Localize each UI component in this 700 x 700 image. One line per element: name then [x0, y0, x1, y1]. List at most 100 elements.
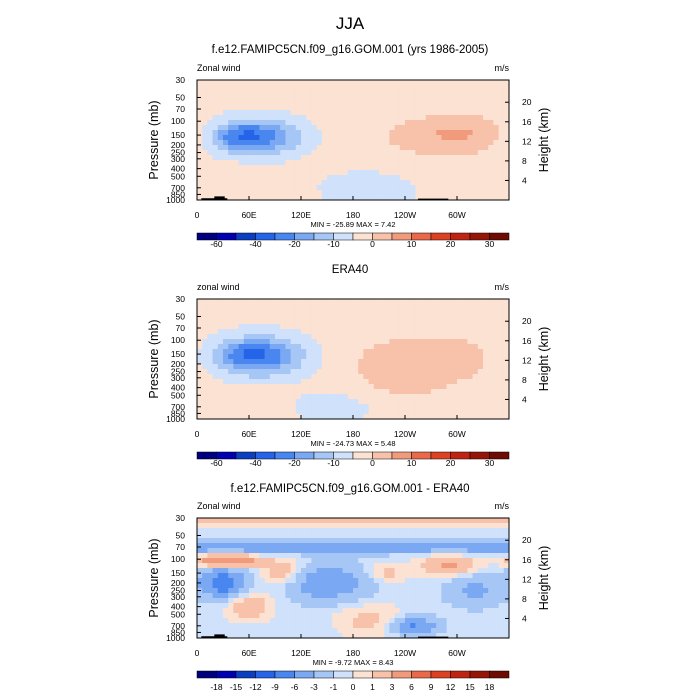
heatmap-cell: [425, 354, 432, 360]
heatmap-cell: [342, 553, 349, 559]
heatmap-cell: [259, 518, 265, 524]
heatmap-cell: [425, 404, 432, 410]
heatmap-cell: [410, 613, 416, 619]
heatmap-cell: [347, 389, 354, 395]
heatmap-cell: [347, 150, 354, 156]
heatmap-cell: [342, 160, 349, 166]
heatmap-cell: [446, 155, 453, 161]
heatmap-cell: [243, 409, 250, 415]
heatmap-cell: [259, 404, 265, 410]
heatmap-cell: [249, 528, 255, 534]
heatmap-cell: [477, 558, 484, 564]
heatmap-cell: [394, 175, 401, 181]
heatmap-cell: [389, 563, 395, 569]
heatmap-cell: [223, 523, 229, 529]
heatmap-cell: [446, 399, 453, 405]
heatmap-cell: [373, 533, 380, 539]
heatmap-cell: [197, 573, 203, 579]
heatmap-cell: [410, 304, 416, 310]
heatmap-cell: [441, 309, 447, 315]
heatmap-cell: [488, 593, 494, 599]
heatmap-cell: [275, 150, 281, 156]
heatmap-cell: [358, 319, 364, 325]
heatmap-cell: [394, 165, 401, 171]
heatmap-cell: [327, 145, 333, 151]
heatmap-cell: [217, 543, 224, 549]
heatmap-cell: [217, 334, 224, 340]
heatmap-cell: [405, 598, 411, 604]
heatmap-cell: [410, 150, 416, 156]
heatmap-cell: [415, 518, 421, 524]
heatmap-cell: [389, 384, 395, 390]
heatmap-cell: [347, 573, 354, 579]
heatmap-cell: [332, 170, 338, 176]
heatmap-cell: [467, 90, 473, 96]
heatmap-cell: [451, 125, 458, 131]
heatmap-cell: [316, 374, 323, 380]
heatmap-cell: [316, 384, 323, 390]
heatmap-cell: [316, 553, 323, 559]
heatmap-cell: [332, 608, 338, 614]
heatmap-cell: [295, 130, 302, 136]
colorbar-label: -9: [271, 682, 279, 692]
heatmap-cell: [249, 538, 255, 544]
heatmap-cell: [410, 145, 416, 151]
heatmap-cell: [503, 150, 510, 156]
heatmap-cell: [399, 185, 406, 191]
heatmap-cell: [316, 369, 323, 375]
heatmap-cell: [275, 125, 281, 131]
heatmap-cell: [295, 623, 302, 629]
heatmap-cell: [337, 618, 343, 624]
heatmap-cell: [410, 359, 416, 365]
heatmap-cell: [243, 379, 250, 385]
heatmap-cell: [493, 359, 499, 365]
heatmap-cell: [254, 329, 260, 335]
heatmap-cell: [249, 354, 255, 360]
heatmap-cell: [347, 563, 354, 569]
heatmap-cell: [327, 364, 333, 370]
heatmap-cell: [363, 125, 369, 131]
heatmap-cell: [290, 369, 297, 375]
heatmap-cell: [363, 364, 369, 370]
heatmap-field: [197, 80, 510, 201]
heatmap-cell: [223, 578, 229, 584]
heatmap-cell: [358, 628, 364, 634]
heatmap-cell: [498, 329, 505, 335]
y-tick-label: 500: [171, 171, 185, 181]
heatmap-cell: [290, 170, 297, 176]
heatmap-cell: [332, 85, 338, 91]
heatmap-cell: [280, 593, 286, 599]
heatmap-cell: [394, 623, 401, 629]
heatmap-cell: [425, 125, 432, 131]
colorbar-swatch: [489, 670, 510, 679]
heatmap-cell: [285, 359, 291, 365]
heatmap-cell: [197, 304, 203, 310]
heatmap-field: [197, 518, 510, 639]
heatmap-cell: [238, 185, 245, 191]
heatmap-cell: [280, 120, 286, 126]
heatmap-cell: [275, 404, 281, 410]
heatmap-cell: [472, 329, 479, 335]
heatmap-cell: [342, 414, 349, 420]
heatmap-cell: [425, 100, 432, 106]
heatmap-cell: [446, 379, 453, 385]
heatmap-cell: [269, 633, 276, 639]
heatmap-cell: [436, 618, 442, 624]
heatmap-cell: [321, 160, 328, 166]
heatmap-cell: [285, 299, 291, 305]
heatmap-cell: [290, 185, 297, 191]
heatmap-cell: [503, 110, 510, 116]
heatmap-cell: [275, 180, 281, 186]
heatmap-cell: [207, 518, 213, 524]
heatmap-cell: [337, 175, 343, 181]
heatmap-cell: [488, 399, 494, 405]
heatmap-cell: [384, 175, 390, 181]
colorbar-swatch: [372, 451, 393, 460]
heatmap-cell: [379, 125, 385, 131]
heatmap-cell: [275, 593, 281, 599]
heatmap-cell: [238, 563, 245, 569]
heatmap-cell: [353, 523, 359, 529]
heatmap-cell: [290, 563, 297, 569]
heatmap-cell: [446, 185, 453, 191]
heatmap-cell: [373, 573, 380, 579]
